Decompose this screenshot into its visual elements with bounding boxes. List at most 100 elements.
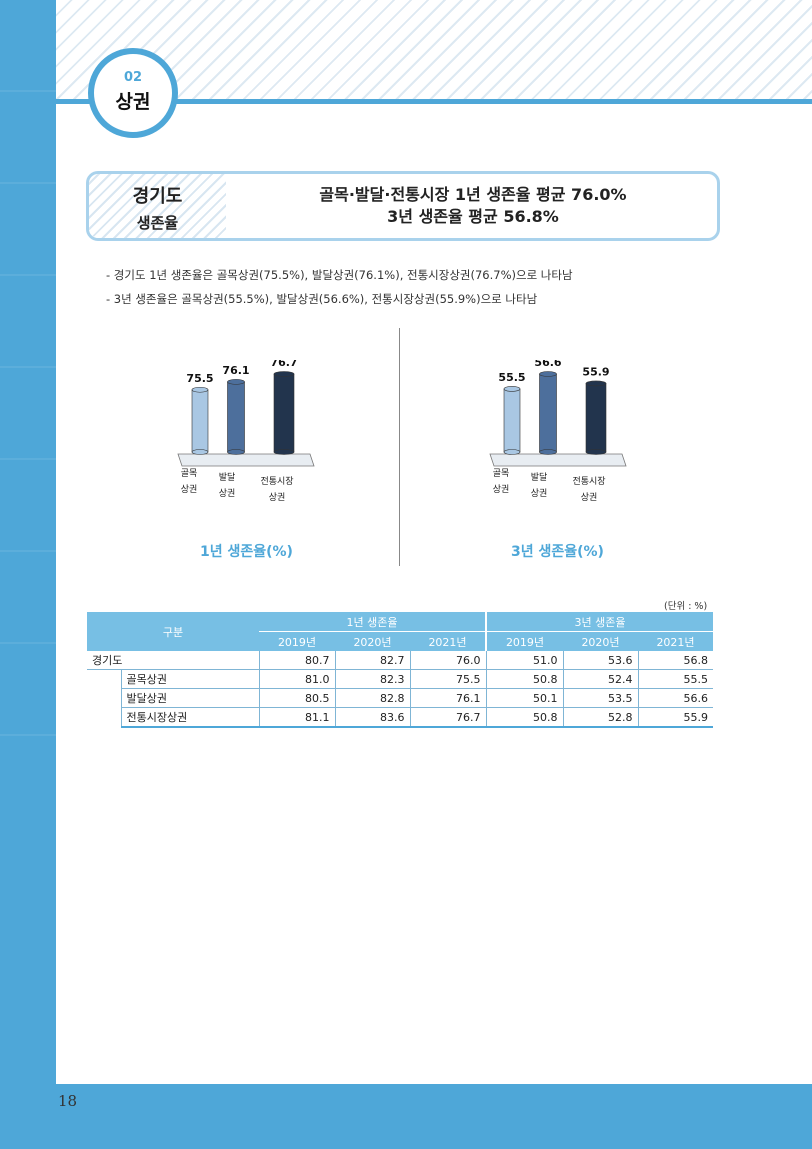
chart-data-label: 75.5	[186, 372, 213, 385]
table-header-year: 2019년	[259, 631, 335, 651]
chart-bar	[273, 373, 295, 453]
table-row: 골목상권 81.0 82.3 75.5 50.8 52.4 55.5	[87, 669, 713, 689]
chart-bar-base	[227, 449, 245, 455]
chart-1yr-survival: 75.5 골목상권 76.1 발달상권 76.7 전통시장상권	[177, 360, 315, 503]
chart-3yr-title: 3년 생존율(%)	[511, 544, 604, 560]
chart-bar-base	[585, 449, 607, 455]
cell: 80.5	[258, 688, 335, 708]
bullet-item: - 3년 생존율은 골목상권(55.5%), 발달상권(56.6%), 전통시장…	[106, 292, 538, 306]
table-header-year: 2021년	[638, 631, 713, 651]
chart-category-label: 골목	[181, 468, 198, 479]
summary-line-1: 골목·발달·전통시장 1년 생존율 평균 76.0%	[319, 185, 627, 204]
cell: 82.3	[334, 669, 410, 689]
cell: 55.9	[637, 707, 713, 728]
table-header-3yr: 3년 생존율	[485, 612, 713, 632]
summary-label: 경기도 생존율	[89, 174, 226, 238]
chart-category-label: 상권	[269, 491, 286, 503]
chart-category-label: 전통시장	[572, 476, 605, 487]
chart-bar-top	[585, 380, 607, 387]
row-name: 전통시장상권	[120, 707, 259, 728]
summary-text: 골목·발달·전통시장 1년 생존율 평균 76.0% 3년 생존율 평균 56.…	[229, 184, 717, 228]
cell: 80.7	[258, 651, 335, 670]
table-unit: (단위 : %)	[664, 601, 708, 612]
cell: 52.4	[562, 669, 638, 689]
table-header-category: 구분	[87, 612, 259, 651]
chart-bar-top	[539, 371, 557, 377]
cell: 56.8	[637, 651, 713, 670]
cell: 76.0	[409, 651, 486, 670]
table-row: 발달상권 80.5 82.8 76.1 50.1 53.5 56.6	[87, 688, 713, 708]
row-name: 경기도	[87, 651, 259, 670]
cell: 56.6	[637, 688, 713, 708]
cell: 81.1	[258, 707, 335, 728]
chart-floor	[489, 453, 627, 467]
bullet-list: - 경기도 1년 생존율은 골목상권(75.5%), 발달상권(76.1%), …	[106, 263, 573, 311]
chart-bar-top	[227, 379, 245, 385]
table-row: 전통시장상권 81.1 83.6 76.7 50.8 52.8 55.9	[87, 707, 713, 728]
bullet-item: - 경기도 1년 생존율은 골목상권(75.5%), 발달상권(76.1%), …	[106, 268, 573, 282]
chart-bar-group	[539, 371, 557, 455]
chart-bar-base	[273, 449, 295, 455]
summary-label-bottom: 생존율	[136, 214, 179, 232]
chart-category-label: 전통시장	[260, 476, 293, 487]
chart-category-label: 상권	[181, 483, 198, 495]
cell: 81.0	[258, 669, 335, 689]
table-header-year: 2020년	[563, 631, 638, 651]
section-title: 상권	[115, 91, 151, 113]
cell: 83.6	[334, 707, 410, 728]
page-number: 18	[58, 1092, 78, 1110]
cell: 82.7	[334, 651, 410, 670]
summary-label-top: 경기도	[132, 186, 183, 207]
chart-data-label: 76.7	[270, 360, 297, 369]
chart-bar-base	[191, 449, 209, 455]
chart-floor	[177, 453, 315, 467]
section-number: 02	[123, 70, 143, 85]
chart-bar	[227, 381, 245, 453]
chart-1yr-title: 1년 생존율(%)	[200, 544, 293, 560]
table-header-year: 2020년	[335, 631, 410, 651]
cell: 50.8	[485, 669, 563, 689]
cell: 75.5	[409, 669, 486, 689]
header-decoration	[56, 0, 812, 100]
cell: 82.8	[334, 688, 410, 708]
chart-bar-group	[585, 380, 607, 455]
chart-bar	[503, 388, 521, 453]
chart-category-label: 상권	[531, 487, 548, 499]
left-margin-bar	[0, 0, 56, 1149]
cell: 52.8	[562, 707, 638, 728]
row-name: 발달상권	[120, 688, 259, 708]
table-row: 경기도 80.7 82.7 76.0 51.0 53.6 56.8	[87, 651, 713, 670]
chart-bar-base	[503, 449, 521, 455]
chart-divider	[399, 328, 400, 566]
chart-bar-group	[503, 386, 521, 455]
chart-bar	[191, 389, 209, 453]
cell: 50.1	[485, 688, 563, 708]
chart-3yr-survival: 55.5 골목상권 56.6 발달상권 55.9 전통시장상권	[489, 360, 627, 503]
cell: 53.6	[562, 651, 638, 670]
survival-table: 구분 1년 생존율 3년 생존율 2019년 2020년 2021년 2019년…	[87, 612, 713, 728]
table-header-year: 2021년	[410, 631, 486, 651]
page-footer	[0, 1084, 812, 1149]
summary-box: 경기도 생존율 골목·발달·전통시장 1년 생존율 평균 76.0% 3년 생존…	[86, 171, 720, 241]
chart-bar-base	[539, 449, 557, 455]
chart-data-label: 76.1	[222, 364, 249, 377]
chart-category-label: 상권	[219, 487, 236, 499]
cell: 76.1	[409, 688, 486, 708]
row-name: 골목상권	[120, 669, 259, 689]
chart-data-label: 56.6	[534, 360, 561, 369]
chart-category-label: 발달	[531, 471, 548, 483]
chart-category-label: 상권	[493, 483, 510, 495]
table-header-year: 2019년	[485, 631, 563, 651]
chart-category-label: 상권	[581, 491, 598, 503]
table-header-1yr: 1년 생존율	[259, 612, 486, 632]
chart-bar	[539, 373, 557, 453]
cell: 55.5	[637, 669, 713, 689]
chart-bar-top	[191, 386, 209, 393]
header-rule	[56, 99, 812, 104]
chart-category-label: 발달	[219, 471, 236, 483]
chart-category-label: 골목	[493, 468, 510, 479]
chart-bar-top	[273, 371, 295, 377]
chart-bar-group	[273, 371, 295, 455]
cell: 53.5	[562, 688, 638, 708]
summary-line-2: 3년 생존율 평균 56.8%	[387, 207, 559, 226]
